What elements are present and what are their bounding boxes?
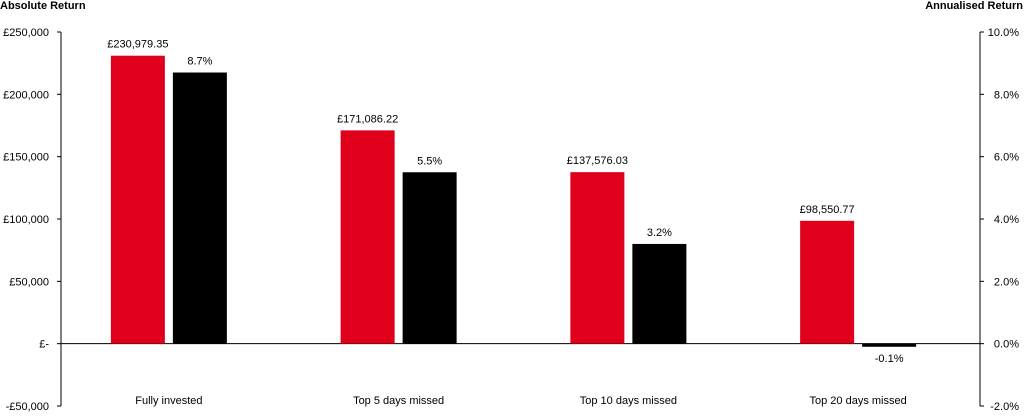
right-tick-label: 2.0% (994, 276, 1019, 288)
left-tick-label: £100,000 (3, 214, 49, 226)
absolute-return-label: £230,979.35 (107, 39, 168, 51)
right-tick-label: 8.0% (994, 89, 1019, 101)
right-tick-label: 6.0% (994, 152, 1019, 164)
absolute-return-bar (340, 130, 395, 344)
absolute-return-label: £98,550.77 (800, 204, 855, 216)
right-tick-label: 4.0% (994, 214, 1019, 226)
annualised-return-label: 5.5% (417, 155, 442, 167)
right-tick-label: 0.0% (994, 339, 1019, 351)
x-tick-label: Top 20 days missed (810, 395, 907, 407)
absolute-return-bar (570, 172, 625, 344)
left-axis-title: Absolute Return (0, 0, 86, 12)
annualised-return-label: 3.2% (647, 227, 672, 239)
annualised-return-bar (172, 72, 227, 344)
left-tick-label: £50,000 (9, 276, 49, 288)
right-tick-label: -2.0% (990, 401, 1019, 413)
left-tick-label: £200,000 (3, 89, 49, 101)
left-tick-label: £- (39, 339, 49, 351)
annualised-return-bar (862, 343, 917, 347)
annualised-return-bar (402, 172, 457, 344)
x-tick-label: Fully invested (135, 395, 202, 407)
x-tick-label: Top 10 days missed (580, 395, 677, 407)
absolute-return-bar (800, 220, 855, 344)
left-tick-label: £150,000 (3, 152, 49, 164)
right-axis-title: Annualised Return (925, 0, 1023, 12)
absolute-return-bar (110, 55, 165, 344)
absolute-return-label: £171,086.22 (337, 113, 398, 125)
x-tick-label: Top 5 days missed (353, 395, 444, 407)
annualised-return-label: 8.7% (187, 56, 212, 68)
absolute-return-label: £137,576.03 (567, 155, 628, 167)
annualised-return-bar (632, 243, 687, 344)
right-tick-label: 10.0% (988, 27, 1019, 39)
left-tick-label: £250,000 (3, 27, 49, 39)
left-tick-label: -£50,000 (6, 401, 49, 413)
annualised-return-label: -0.1% (875, 353, 904, 365)
